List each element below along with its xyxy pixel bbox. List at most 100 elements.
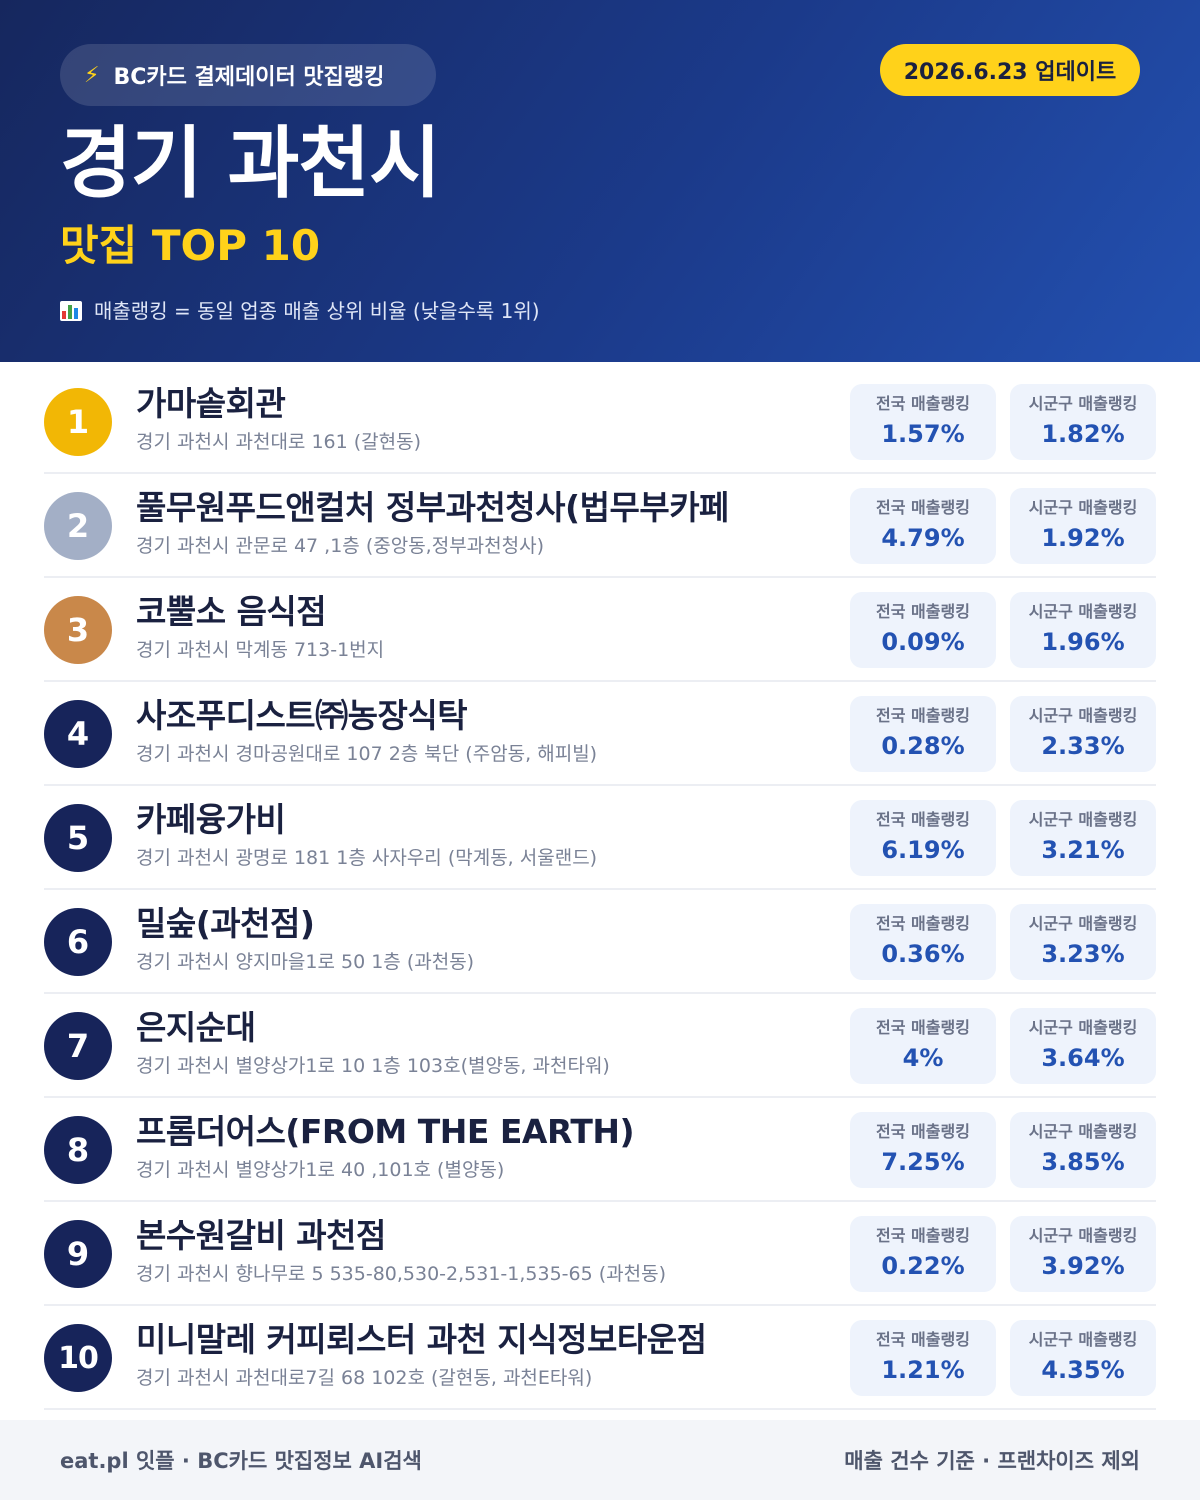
restaurant-address: 경기 과천시 별양상가1로 10 1층 103호(별양동, 과천타워) bbox=[136, 1055, 610, 1077]
national-ranking-label: 전국 매출랭킹 bbox=[876, 706, 970, 725]
local-ranking-label: 시군구 매출랭킹 bbox=[1028, 810, 1138, 829]
national-ranking-card: 전국 매출랭킹 0.09% bbox=[850, 592, 996, 668]
restaurant-row[interactable]: 9 본수원갈비 과천점 경기 과천시 향나무로 5 535-80,530-2,531… bbox=[44, 1202, 1156, 1306]
bar-chart-icon bbox=[60, 301, 82, 321]
local-ranking-card: 시군구 매출랭킹 4.35% bbox=[1010, 1320, 1156, 1396]
local-ranking-card: 시군구 매출랭킹 3.23% bbox=[1010, 904, 1156, 980]
local-ranking-label: 시군구 매출랭킹 bbox=[1028, 1226, 1138, 1245]
national-ranking-label: 전국 매출랭킹 bbox=[876, 1018, 970, 1037]
national-ranking-label: 전국 매출랭킹 bbox=[876, 602, 970, 621]
national-ranking-value: 0.36% bbox=[881, 940, 965, 968]
restaurant-name[interactable]: 프롬더어스(FROM THE EARTH) bbox=[136, 1112, 635, 1151]
local-ranking-card: 시군구 매출랭킹 1.92% bbox=[1010, 488, 1156, 564]
national-ranking-value: 6.19% bbox=[881, 836, 965, 864]
local-ranking-label: 시군구 매출랭킹 bbox=[1028, 1122, 1138, 1141]
national-ranking-card: 전국 매출랭킹 0.36% bbox=[850, 904, 996, 980]
national-ranking-card: 전국 매출랭킹 7.25% bbox=[850, 1112, 996, 1188]
local-ranking-card: 시군구 매출랭킹 3.92% bbox=[1010, 1216, 1156, 1292]
rank-badge: 8 bbox=[44, 1116, 112, 1184]
local-ranking-value: 1.92% bbox=[1041, 524, 1125, 552]
footer-source: eat.pl 잇플 · BC카드 맛집정보 AI검색 bbox=[60, 1449, 422, 1473]
rank-badge: 10 bbox=[44, 1324, 112, 1392]
local-ranking-label: 시군구 매출랭킹 bbox=[1028, 1330, 1138, 1349]
source-label: BC카드 결제데이터 맛집랭킹 bbox=[113, 65, 385, 90]
restaurant-address: 경기 과천시 광명로 181 1층 사자우리 (막계동, 서울랜드) bbox=[136, 847, 598, 869]
local-ranking-card: 시군구 매출랭킹 3.21% bbox=[1010, 800, 1156, 876]
national-ranking-label: 전국 매출랭킹 bbox=[876, 1330, 970, 1349]
restaurant-row[interactable]: 8 프롬더어스(FROM THE EARTH) 경기 과천시 별양상가1로 40 ,… bbox=[44, 1098, 1156, 1202]
source-pill: ⚡ BC카드 결제데이터 맛집랭킹 bbox=[60, 44, 436, 106]
national-ranking-card: 전국 매출랭킹 1.57% bbox=[850, 384, 996, 460]
restaurant-name[interactable]: 본수원갈비 과천점 bbox=[136, 1216, 386, 1255]
restaurant-row[interactable]: 6 밀숲(과천점) 경기 과천시 양지마을1로 50 1층 (과천동) 전국 매출랭킹… bbox=[44, 890, 1156, 994]
restaurant-name[interactable]: 가마솥회관 bbox=[136, 384, 286, 423]
restaurant-address: 경기 과천시 과천대로 161 (갈현동) bbox=[136, 431, 422, 453]
national-ranking-value: 7.25% bbox=[881, 1148, 965, 1176]
restaurant-name[interactable]: 미니말레 커피뢰스터 과천 지식정보타운점 bbox=[136, 1320, 707, 1359]
restaurant-name[interactable]: 카페융가비 bbox=[136, 800, 286, 839]
national-ranking-card: 전국 매출랭킹 1.21% bbox=[850, 1320, 996, 1396]
footer-criteria: 매출 건수 기준 · 프랜차이즈 제외 bbox=[844, 1449, 1140, 1473]
national-ranking-value: 0.22% bbox=[881, 1252, 965, 1280]
restaurant-address: 경기 과천시 양지마을1로 50 1층 (과천동) bbox=[136, 951, 475, 973]
national-ranking-card: 전국 매출랭킹 4.79% bbox=[850, 488, 996, 564]
restaurant-row[interactable]: 3 코뿔소 음식점 경기 과천시 막계동 713-1번지 전국 매출랭킹 0.09% 시군… bbox=[44, 578, 1156, 682]
local-ranking-label: 시군구 매출랭킹 bbox=[1028, 394, 1138, 413]
restaurant-address: 경기 과천시 막계동 713-1번지 bbox=[136, 639, 385, 661]
national-ranking-card: 전국 매출랭킹 0.28% bbox=[850, 696, 996, 772]
local-ranking-value: 4.35% bbox=[1041, 1356, 1125, 1384]
rank-badge: 4 bbox=[44, 700, 112, 768]
local-ranking-value: 3.21% bbox=[1041, 836, 1125, 864]
rank-badge: 6 bbox=[44, 908, 112, 976]
national-ranking-label: 전국 매출랭킹 bbox=[876, 1122, 970, 1141]
restaurant-address: 경기 과천시 별양상가1로 40 ,101호 (별양동) bbox=[136, 1159, 505, 1181]
national-ranking-value: 4.79% bbox=[881, 524, 965, 552]
local-ranking-card: 시군구 매출랭킹 3.85% bbox=[1010, 1112, 1156, 1188]
local-ranking-value: 1.82% bbox=[1041, 420, 1125, 448]
update-date-badge: 2026.6.23 업데이트 bbox=[880, 44, 1140, 96]
national-ranking-value: 4% bbox=[902, 1044, 944, 1072]
national-ranking-value: 1.57% bbox=[881, 420, 965, 448]
rank-badge: 5 bbox=[44, 804, 112, 872]
restaurant-name[interactable]: 사조푸디스트㈜농장식탁 bbox=[136, 696, 468, 735]
local-ranking-value: 3.85% bbox=[1041, 1148, 1125, 1176]
restaurant-name[interactable]: 밀숲(과천점) bbox=[136, 904, 315, 943]
rank-badge: 7 bbox=[44, 1012, 112, 1080]
restaurant-address: 경기 과천시 경마공원대로 107 2층 북단 (주암동, 해피빌) bbox=[136, 743, 598, 765]
national-ranking-value: 1.21% bbox=[881, 1356, 965, 1384]
national-ranking-card: 전국 매출랭킹 4% bbox=[850, 1008, 996, 1084]
local-ranking-value: 1.96% bbox=[1041, 628, 1125, 656]
page-title: 경기 과천시 bbox=[60, 119, 441, 209]
ranking-note: 매출랭킹 = 동일 업종 매출 상위 비율 (낮을수록 1위) bbox=[60, 296, 540, 326]
restaurant-address: 경기 과천시 과천대로7길 68 102호 (갈현동, 과천E타워) bbox=[136, 1367, 593, 1389]
restaurant-address: 경기 과천시 관문로 47 ,1층 (중앙동,정부과천청사) bbox=[136, 535, 545, 557]
local-ranking-label: 시군구 매출랭킹 bbox=[1028, 1018, 1138, 1037]
page-subtitle: 맛집 TOP 10 bbox=[60, 221, 321, 270]
national-ranking-label: 전국 매출랭킹 bbox=[876, 394, 970, 413]
restaurant-name[interactable]: 코뿔소 음식점 bbox=[136, 592, 327, 631]
national-ranking-label: 전국 매출랭킹 bbox=[876, 914, 970, 933]
local-ranking-value: 3.92% bbox=[1041, 1252, 1125, 1280]
local-ranking-label: 시군구 매출랭킹 bbox=[1028, 602, 1138, 621]
rank-badge: 1 bbox=[44, 388, 112, 456]
national-ranking-card: 전국 매출랭킹 6.19% bbox=[850, 800, 996, 876]
local-ranking-card: 시군구 매출랭킹 1.82% bbox=[1010, 384, 1156, 460]
restaurant-name[interactable]: 풀무원푸드앤컬처 정부과천청사(법무부카페 bbox=[136, 488, 729, 527]
local-ranking-value: 3.64% bbox=[1041, 1044, 1125, 1072]
local-ranking-value: 2.33% bbox=[1041, 732, 1125, 760]
national-ranking-label: 전국 매출랭킹 bbox=[876, 498, 970, 517]
restaurant-name[interactable]: 은지순대 bbox=[136, 1008, 256, 1047]
rank-badge: 2 bbox=[44, 492, 112, 560]
national-ranking-label: 전국 매출랭킹 bbox=[876, 810, 970, 829]
ranking-note-text: 매출랭킹 = 동일 업종 매출 상위 비율 (낮을수록 1위) bbox=[94, 299, 540, 323]
footer: eat.pl 잇플 · BC카드 맛집정보 AI검색 매출 건수 기준 · 프랜… bbox=[0, 1420, 1200, 1500]
rank-badge: 9 bbox=[44, 1220, 112, 1288]
national-ranking-value: 0.09% bbox=[881, 628, 965, 656]
local-ranking-card: 시군구 매출랭킹 1.96% bbox=[1010, 592, 1156, 668]
